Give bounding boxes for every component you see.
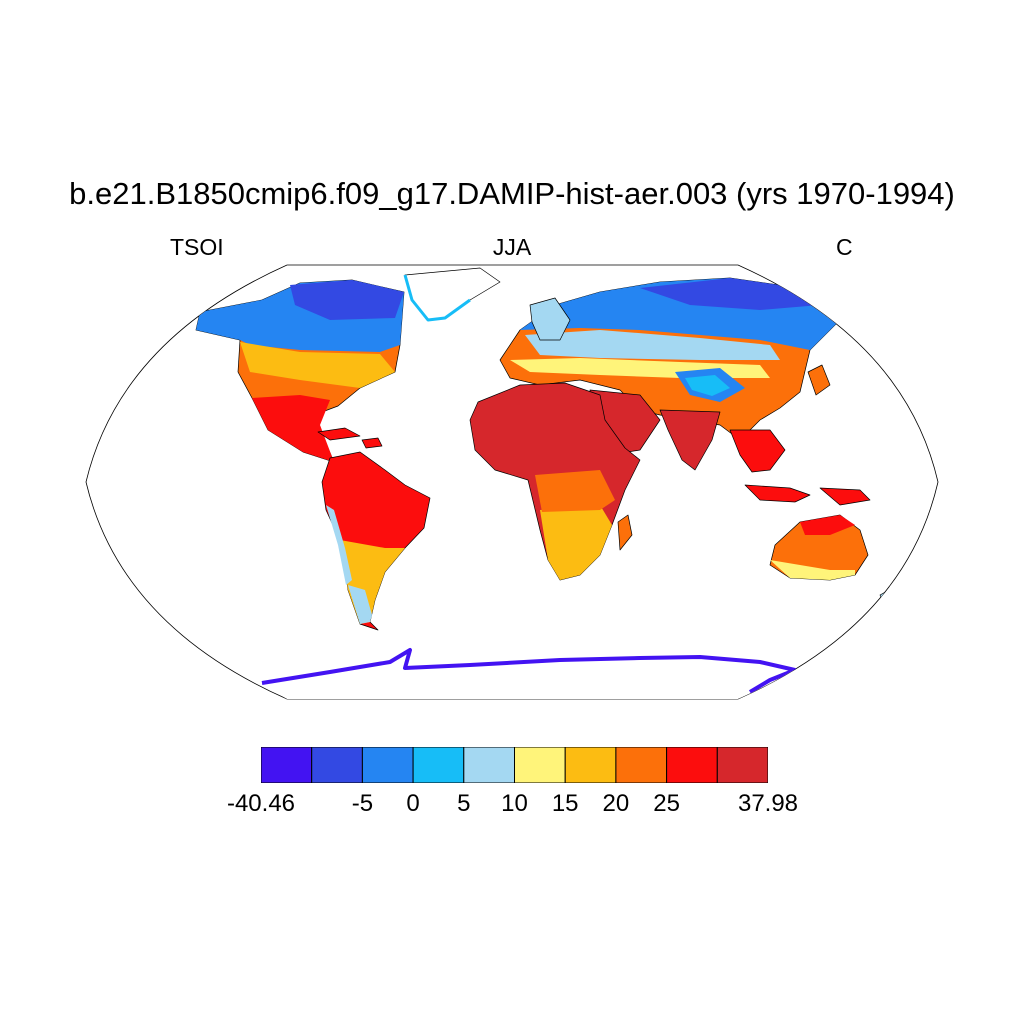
- colorbar-tick-label: -40.46: [226, 790, 296, 817]
- north-america-arctic: [290, 280, 404, 320]
- caribbean: [317, 427, 383, 449]
- eurasia-mid: [525, 330, 780, 360]
- africa-center: [535, 470, 615, 512]
- variable-label: TSOI: [170, 234, 224, 260]
- colorbar-swatch: [666, 747, 718, 783]
- colorbar: [261, 747, 768, 783]
- colorbar-swatch: [311, 747, 363, 783]
- tibet-inner: [685, 375, 730, 396]
- units-label: C: [836, 234, 853, 260]
- colorbar-swatch: [261, 747, 313, 783]
- madagascar: [617, 514, 633, 551]
- colorbar-tick-label: -5: [351, 790, 374, 817]
- antarctica: [255, 658, 800, 699]
- siberia-arctic: [640, 278, 820, 310]
- north-america-cool: [240, 342, 395, 388]
- colorbar-swatch: [716, 747, 768, 783]
- colorbar-tick-label: 37.98: [737, 790, 799, 817]
- scandinavia: [529, 297, 571, 341]
- australia-south: [770, 560, 855, 580]
- colorbar-tick-label: 25: [653, 790, 680, 817]
- colorbar-tick-label: 0: [406, 790, 420, 817]
- southeast-asia: [729, 429, 786, 473]
- indonesia: [744, 484, 871, 506]
- colorbar-tick-label: 20: [602, 790, 630, 817]
- india: [659, 409, 721, 471]
- colorbar-swatch: [514, 747, 566, 783]
- colorbar-swatch: [361, 747, 414, 783]
- colorbar-swatch: [463, 747, 516, 783]
- colorbar-swatch: [615, 747, 668, 783]
- season-label: JJA: [492, 234, 532, 260]
- colorbar-swatch: [412, 747, 465, 783]
- africa-south: [540, 505, 612, 580]
- greenland-coast: [403, 274, 471, 322]
- japan: [807, 364, 831, 396]
- colorbar-swatch: [564, 747, 617, 783]
- plot-title: b.e21.B1850cmip6.f09_g17.DAMIP-hist-aer.…: [69, 176, 955, 211]
- colorbar-tick-label: 10: [501, 790, 528, 817]
- colorbar-labels: -40.46 -5 0 5 10 15 20 25 37.98: [0, 790, 1024, 820]
- colorbar-tick-label: 5: [457, 790, 471, 817]
- australia-north: [800, 515, 855, 535]
- south-america-tip: [348, 585, 372, 624]
- andes: [326, 505, 352, 585]
- colorbar-tick-label: 15: [551, 790, 579, 817]
- north-america-south: [252, 395, 334, 462]
